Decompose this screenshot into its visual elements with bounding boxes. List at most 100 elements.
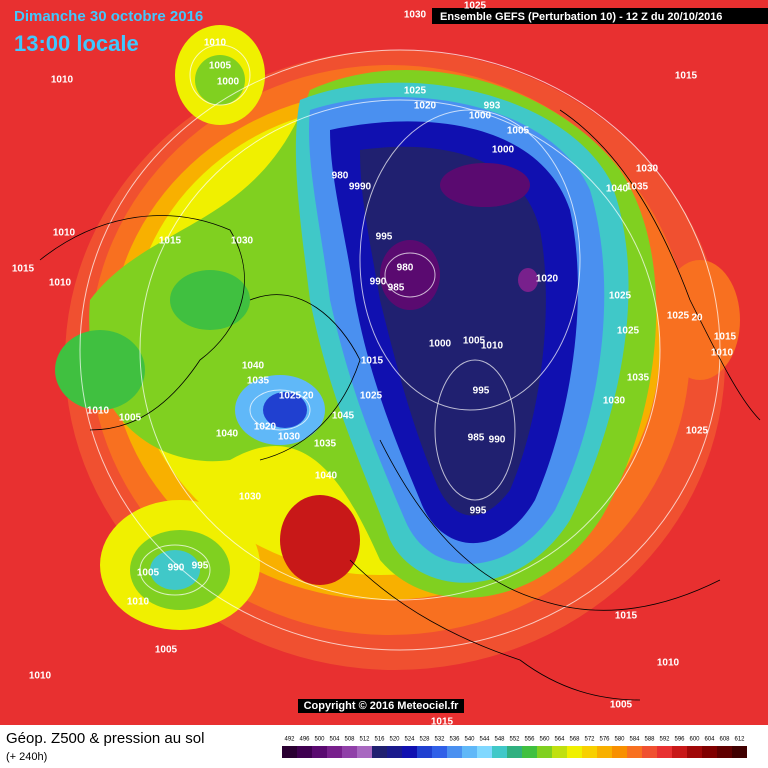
isobar-label: 1000	[429, 339, 452, 350]
isobar-label: 995	[376, 232, 393, 243]
legend-label: 512	[359, 737, 370, 743]
isobar-label: 1025	[464, 1, 487, 12]
isobar-label: 1010	[127, 597, 150, 608]
isobar-label: 20	[302, 391, 314, 402]
copyright-banner	[298, 699, 464, 713]
legend-swatch	[732, 746, 747, 758]
run-banner	[432, 8, 768, 24]
legend-swatch	[477, 746, 492, 758]
isobar-label: 980	[332, 171, 349, 182]
isobar-label: 1015	[615, 611, 638, 622]
isobar-label: 20	[691, 313, 703, 324]
legend-swatch	[717, 746, 732, 758]
isobar-label: 1040	[242, 361, 265, 372]
isobar-label: 1015	[12, 264, 35, 275]
legend-label: 556	[524, 737, 535, 743]
legend-swatch	[522, 746, 537, 758]
isobar-label: 1025	[617, 326, 640, 337]
legend-swatch	[552, 746, 567, 758]
legend-swatch	[702, 746, 717, 758]
legend-swatch	[492, 746, 507, 758]
isobar-label: 1030	[603, 396, 626, 407]
legend-label: 548	[494, 737, 505, 743]
isobar-label: 1010	[657, 658, 680, 669]
isobar-label: 1010	[53, 228, 76, 239]
isobar-label: 1000	[469, 111, 492, 122]
legend-label: 504	[329, 737, 340, 743]
legend-label: 564	[554, 737, 565, 743]
isobar-label: 1030	[404, 10, 427, 21]
isobar-label: 1005	[463, 336, 486, 347]
isobar-label: 985	[468, 433, 485, 444]
isobar-label: 1045	[332, 411, 355, 422]
isobar-label: 995	[192, 561, 209, 572]
legend-label: 584	[629, 737, 640, 743]
isobar-label: 1010	[204, 38, 227, 49]
isobar-label: 1010	[51, 75, 74, 86]
legend-swatch	[597, 746, 612, 758]
isobar-label: 1020	[254, 422, 277, 433]
legend-swatch	[402, 746, 417, 758]
legend-swatch	[687, 746, 702, 758]
isobar-label: 1005	[507, 126, 530, 137]
legend-swatch	[627, 746, 642, 758]
legend-label: 532	[434, 737, 445, 743]
legend-swatch	[372, 746, 387, 758]
time-title: 13:00 locale	[14, 31, 139, 56]
isobar-label: 1010	[29, 671, 52, 682]
footer-subtitle: (+ 240h)	[6, 751, 47, 763]
legend-label: 528	[419, 737, 430, 743]
isobar-label: 1035	[314, 439, 337, 450]
isobar-label: 1025	[609, 291, 632, 302]
legend-swatch	[432, 746, 447, 758]
footer-title: Géop. Z500 & pression au sol	[6, 730, 204, 747]
legend-swatch	[387, 746, 402, 758]
isobar-label: 985	[388, 283, 405, 294]
isobar-label: 1000	[492, 145, 515, 156]
legend-label: 508	[344, 737, 355, 743]
legend-label: 572	[584, 737, 595, 743]
isobar-label: 1035	[626, 182, 649, 193]
legend-label: 604	[704, 737, 715, 743]
legend-label: 592	[659, 737, 670, 743]
coastlines	[39, 109, 761, 701]
isobar-label: 990	[168, 563, 185, 574]
isobar-label: 9990	[349, 182, 372, 193]
legend-label: 516	[374, 737, 385, 743]
legend-swatch	[507, 746, 522, 758]
isobar-label: 1040	[606, 184, 629, 195]
isobar-label: 980	[397, 263, 414, 274]
isobar-label: 1025	[667, 311, 690, 322]
legend-label: 612	[734, 737, 745, 743]
isobar-label: 1015	[431, 717, 454, 728]
isobar-label: 1025	[279, 391, 302, 402]
legend-label: 568	[569, 737, 580, 743]
isobar-label: 1030	[636, 164, 659, 175]
legend-label: 500	[314, 737, 325, 743]
isobar-label: 1040	[315, 471, 338, 482]
isobar-label: 1025	[404, 86, 427, 97]
date-title: Dimanche 30 octobre 2016	[14, 8, 203, 25]
isobar-label: 1000	[217, 77, 240, 88]
legend-swatch	[297, 746, 312, 758]
legend-swatch	[537, 746, 552, 758]
isobar-label: 1015	[159, 236, 182, 247]
legend-label: 588	[644, 737, 655, 743]
legend-swatch	[582, 746, 597, 758]
isobar-label: 1010	[49, 278, 72, 289]
legend: 492 496 500 504 508 512 516 520 524 528 532 536 540 5…	[282, 737, 747, 758]
isobars	[79, 44, 721, 651]
legend-swatch	[342, 746, 357, 758]
isobar-label: 1020	[536, 274, 559, 285]
legend-swatch	[327, 746, 342, 758]
legend-label: 496	[299, 737, 310, 743]
isobar-label: 1035	[247, 376, 270, 387]
legend-swatch	[612, 746, 627, 758]
legend-label: 536	[449, 737, 460, 743]
legend-label: 540	[464, 737, 475, 743]
isobar-label: 1015	[675, 71, 698, 82]
legend-label: 492	[284, 737, 295, 743]
